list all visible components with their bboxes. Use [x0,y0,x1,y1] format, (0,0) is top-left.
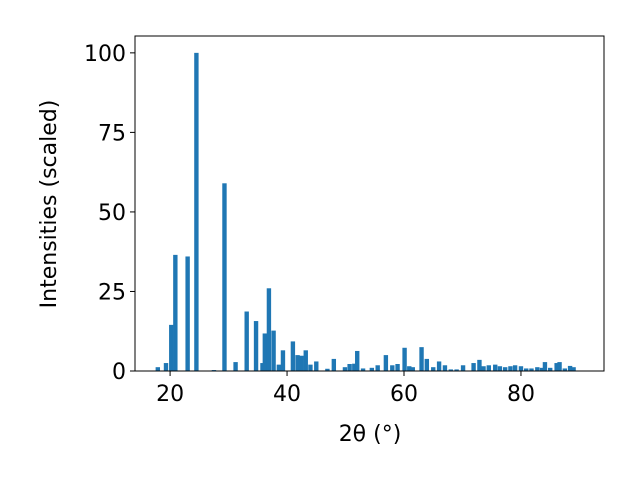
bar [155,367,160,371]
bar [395,364,400,371]
bar [535,367,540,371]
y-tick-label: 0 [112,360,126,385]
bar [233,362,238,371]
bar [502,367,508,371]
bar [557,362,562,371]
bar [163,363,169,371]
bar [169,324,174,371]
bar [266,288,272,371]
bar [442,365,448,371]
bar [497,366,503,371]
bar [407,366,412,371]
bar [347,364,352,371]
bar [471,363,476,371]
bar [375,365,380,371]
bar [342,367,348,371]
bar [390,365,395,371]
bar [542,362,548,371]
x-tick-label: 80 [507,382,535,407]
bar [290,341,296,371]
bar [280,350,286,371]
bar [308,364,313,371]
bar [253,321,259,371]
bar [299,355,304,371]
y-tick-label: 50 [98,201,126,226]
bar [260,363,265,371]
bar [518,366,524,371]
y-tick-label: 100 [84,42,126,67]
bar [185,256,190,371]
bar [276,364,282,371]
bar [369,367,375,371]
bar [554,363,559,371]
bar [222,183,227,371]
bar [539,367,545,371]
bar [173,254,178,371]
bar [460,365,466,371]
bar [314,361,319,371]
bar [454,369,459,371]
bar [419,347,424,371]
bar [360,368,366,371]
bar [244,311,249,371]
bar [262,333,268,371]
bar [524,368,529,371]
x-tick-label: 40 [273,382,301,407]
bar [383,355,389,371]
bar [436,361,442,371]
bar [571,367,576,371]
x-tick-label: 60 [390,382,418,407]
bar [352,363,357,371]
y-axis-label: Intensities (scaled) [37,100,62,309]
bar [477,359,482,371]
bar [303,350,308,371]
bar [512,365,518,371]
bar [402,347,407,371]
x-tick-label: 20 [156,382,184,407]
bar [194,52,199,371]
bar [486,365,491,371]
bar [448,369,453,371]
bar [508,366,513,371]
bar [424,358,430,371]
x-axis-label: 2θ (°) [339,422,402,447]
bar [410,367,415,371]
bar [325,368,330,371]
bar [295,355,300,371]
bar [271,330,276,371]
y-tick-label: 25 [98,280,126,305]
plot-frame [134,35,605,372]
bar [493,364,498,371]
bar [481,366,486,371]
y-tick-label: 75 [98,121,126,146]
bar [355,350,360,371]
bar [331,358,337,371]
bar [529,368,534,371]
bar [431,367,436,371]
bar [548,367,553,371]
bar [567,365,573,371]
bar [562,368,568,371]
